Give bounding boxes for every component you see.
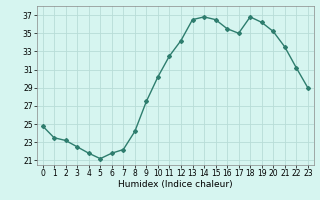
X-axis label: Humidex (Indice chaleur): Humidex (Indice chaleur) — [118, 180, 233, 189]
